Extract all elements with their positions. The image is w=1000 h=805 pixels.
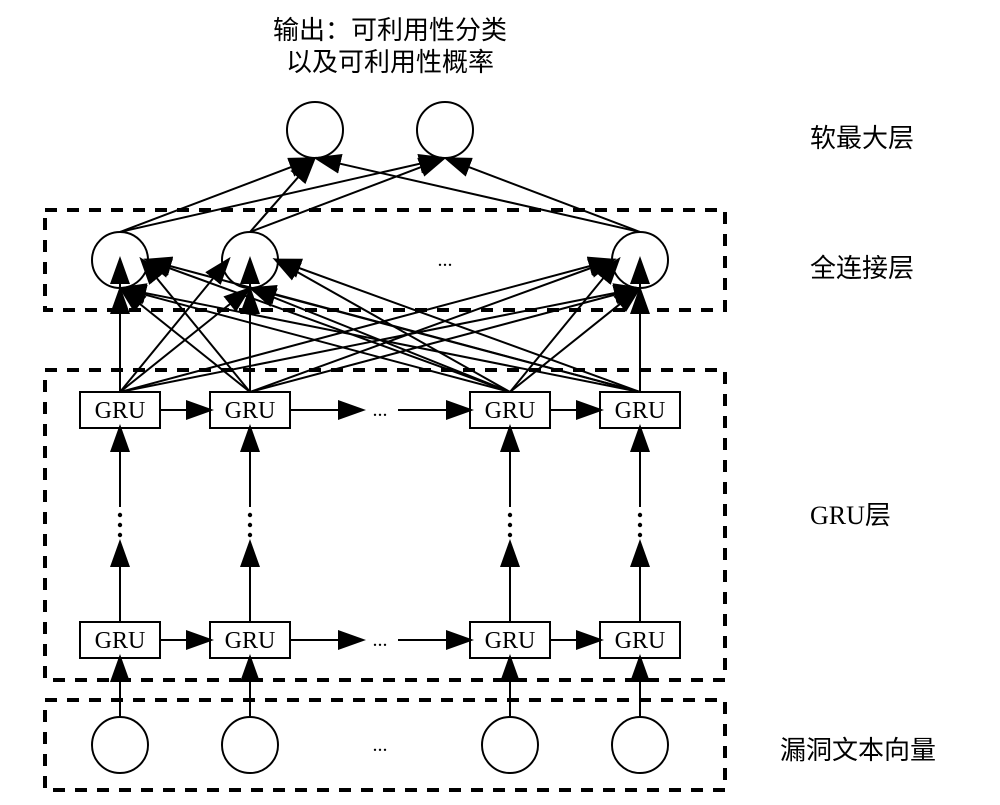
- svg-text:...: ...: [373, 734, 388, 756]
- label-gru: GRU层: [810, 495, 891, 532]
- label-input: 漏洞文本向量: [780, 730, 936, 767]
- svg-text:...: ...: [373, 399, 388, 421]
- svg-text:GRU: GRU: [485, 398, 536, 424]
- svg-text:GRU: GRU: [95, 628, 146, 654]
- svg-text:...: ...: [373, 629, 388, 651]
- svg-text:GRU: GRU: [225, 398, 276, 424]
- svg-text:GRU: GRU: [225, 628, 276, 654]
- svg-text:...: ...: [438, 249, 453, 271]
- svg-text:GRU: GRU: [95, 398, 146, 424]
- svg-text:GRU: GRU: [615, 628, 666, 654]
- label-fc: 全连接层: [810, 248, 914, 285]
- output-title-line2: 以及可利用性概率: [170, 42, 610, 79]
- label-softmax: 软最大层: [810, 118, 914, 155]
- svg-text:GRU: GRU: [485, 628, 536, 654]
- svg-text:GRU: GRU: [615, 398, 666, 424]
